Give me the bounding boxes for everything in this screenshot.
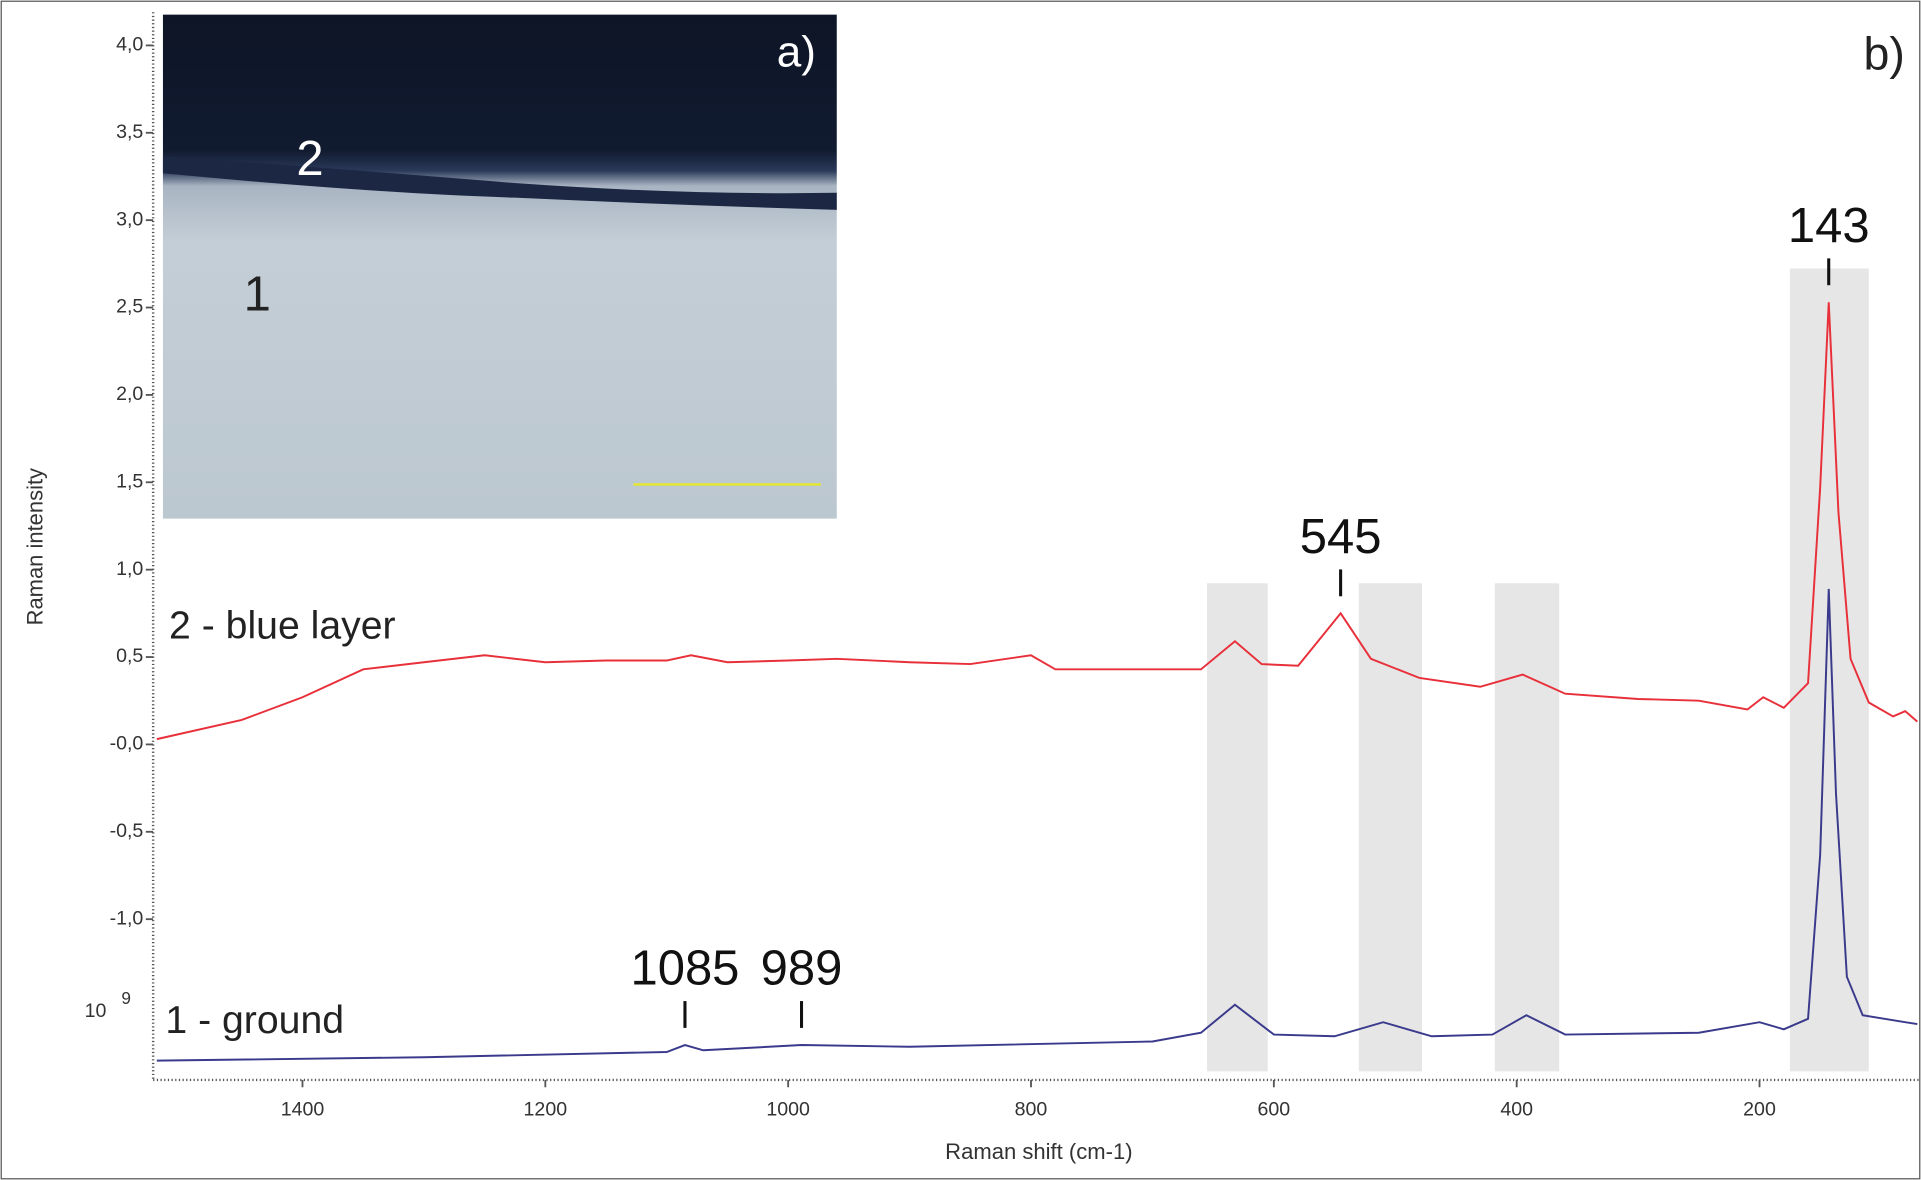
- highlight-band: [1789, 268, 1869, 1072]
- photo: [162, 14, 837, 519]
- x-tick-label: 400: [1500, 1099, 1533, 1121]
- panel-label: b): [1864, 28, 1905, 80]
- inset-label: a): [777, 28, 816, 77]
- x-tick-label: 1200: [524, 1099, 568, 1121]
- x-tick-label: 600: [1257, 1099, 1290, 1121]
- y-tick-label: 1,0: [116, 558, 143, 580]
- highlight-band: [1494, 583, 1560, 1072]
- y-tick-label: -0,5: [110, 820, 144, 842]
- x-tick-label: 200: [1743, 1099, 1776, 1121]
- peak-label: 143: [1788, 199, 1870, 253]
- series-label: 2 - blue layer: [169, 605, 396, 648]
- peak-label: 1085: [630, 942, 739, 996]
- x-tick-label: 1400: [281, 1099, 325, 1121]
- x-tick-label: 1000: [766, 1099, 810, 1121]
- y-tick-label: 4,0: [116, 34, 143, 56]
- layer-label: 1: [244, 268, 271, 322]
- y-tick-label: -1,0: [110, 907, 144, 929]
- highlight-band: [1358, 583, 1422, 1072]
- spectrum-line: [156, 588, 1918, 1062]
- spectra: [156, 302, 1918, 1062]
- y-tick-label: 2,0: [116, 383, 143, 405]
- y-tick-label: 1,5: [116, 470, 143, 492]
- series-label: 1 - ground: [165, 999, 344, 1042]
- blue-layer: [162, 156, 837, 210]
- x-axis-title: Raman shift (cm-1): [945, 1139, 1132, 1164]
- bands: [1207, 268, 1869, 1072]
- peak-label: 545: [1300, 510, 1382, 564]
- inset-photo: a) 2 1: [162, 14, 837, 519]
- y-tick-label: -0,0: [110, 733, 144, 755]
- peak-label: 989: [761, 942, 843, 996]
- axes: -1,0-0,5-0,00,51,01,52,02,53,03,54,01400…: [110, 12, 1921, 1121]
- layer-label: 2: [296, 132, 323, 186]
- spectrum-line: [156, 302, 1918, 741]
- y-tick-label: 3,0: [116, 208, 143, 230]
- y-tick-label: 0,5: [116, 645, 143, 667]
- y-tick-label: 2,5: [116, 296, 143, 318]
- y-axis-title: Raman intensity: [23, 468, 48, 625]
- highlight-band: [1207, 583, 1268, 1072]
- y-tick-label: 3,5: [116, 121, 143, 143]
- x-tick-label: 800: [1015, 1099, 1048, 1121]
- y-multiplier-base: 10: [85, 1000, 107, 1022]
- y-multiplier-exponent: 9: [121, 989, 131, 1008]
